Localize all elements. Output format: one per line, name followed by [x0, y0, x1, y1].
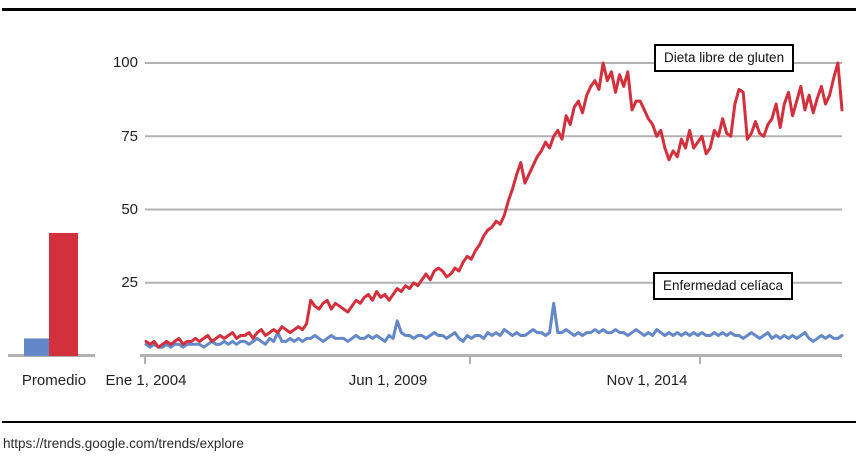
series-line-enfermedad-celiaca — [144, 301, 844, 349]
trends-line-chart — [8, 61, 844, 364]
x-axis-tick-label-2004: Ene 1, 2004 — [105, 372, 187, 389]
series-line-dieta-libre-de-gluten — [144, 61, 844, 349]
series-label-dieta-libre-de-gluten: Dieta libre de gluten — [654, 44, 795, 72]
x-axis-tick-label-2009: Jun 1, 2009 — [348, 372, 428, 389]
bottom-divider-rule — [2, 421, 856, 423]
average-bars-label: Promedio — [21, 372, 87, 389]
average-bar-dieta-libre-de-gluten — [49, 232, 78, 356]
average-bar-enfermedad-celiaca — [24, 338, 49, 356]
y-axis-tick-label-25: 25 — [121, 274, 138, 291]
series-label-enfermedad-celiaca: Enfermedad celíaca — [653, 272, 794, 300]
y-axis-tick-label-50: 50 — [121, 201, 138, 218]
y-axis-tick-label-75: 75 — [121, 128, 138, 145]
top-divider-rule — [2, 8, 856, 11]
y-axis-tick-label-100: 100 — [112, 54, 138, 71]
x-axis-tick-label-2014: Nov 1, 2014 — [606, 372, 688, 389]
source-url: https://trends.google.com/trends/explore — [3, 436, 244, 451]
